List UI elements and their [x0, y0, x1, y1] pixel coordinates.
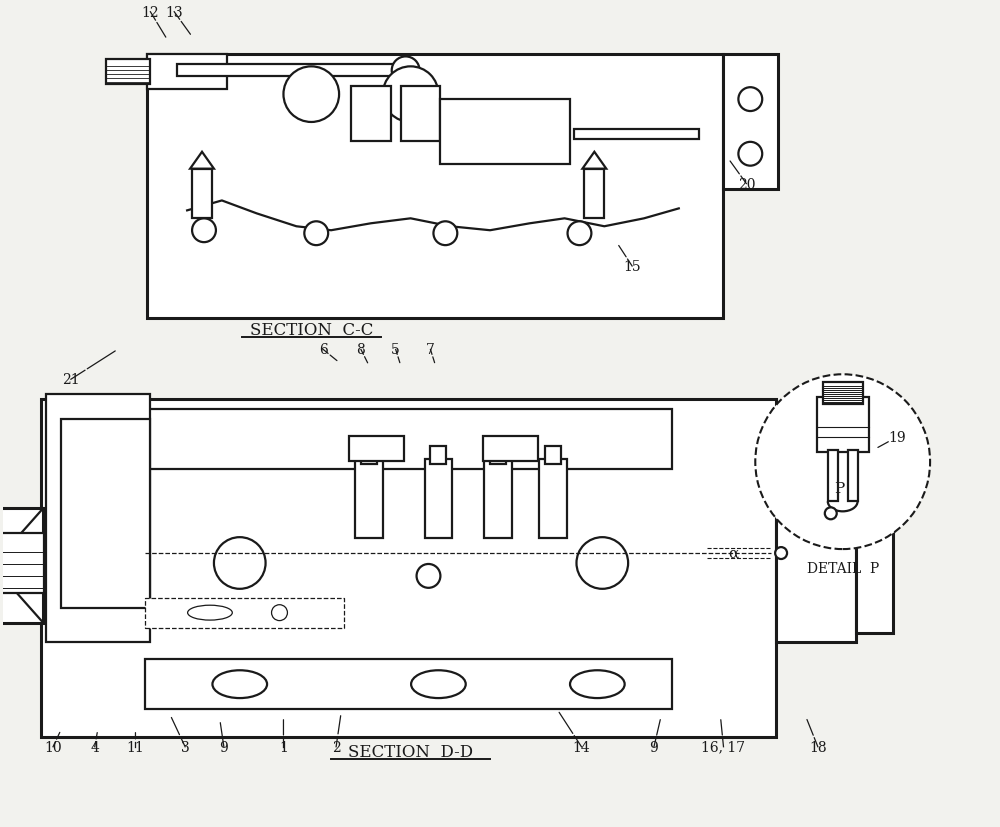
Text: 10: 10	[44, 740, 62, 754]
Ellipse shape	[212, 671, 267, 698]
Text: 12: 12	[142, 6, 159, 20]
Text: 18: 18	[809, 740, 827, 754]
Bar	[817, 398, 869, 452]
Ellipse shape	[188, 605, 232, 620]
Polygon shape	[190, 152, 214, 170]
Text: 3: 3	[181, 740, 190, 754]
Text: DETAIL  P: DETAIL P	[807, 562, 879, 576]
Bar	[46, 394, 150, 643]
Bar	[490, 447, 506, 464]
Bar	[355, 459, 383, 538]
Bar	[145, 409, 672, 469]
Bar	[848, 450, 858, 502]
Bar	[856, 509, 893, 633]
Polygon shape	[582, 152, 606, 170]
Text: 5: 5	[391, 343, 400, 357]
Bar	[483, 437, 538, 461]
Text: 15: 15	[623, 260, 641, 274]
Bar	[0, 509, 43, 623]
Bar	[401, 87, 440, 141]
Text: 21: 21	[62, 373, 80, 387]
Ellipse shape	[570, 671, 625, 698]
Text: 7: 7	[426, 343, 435, 357]
Text: 16, 17: 16, 17	[701, 740, 746, 754]
Circle shape	[738, 143, 762, 166]
Circle shape	[383, 67, 438, 123]
Bar	[776, 499, 856, 643]
Bar	[61, 419, 150, 608]
Text: P: P	[834, 482, 844, 496]
Circle shape	[417, 564, 440, 588]
Text: 8: 8	[357, 343, 365, 357]
Text: 1: 1	[279, 740, 288, 754]
Bar	[723, 55, 778, 189]
Bar	[545, 447, 561, 464]
Bar	[574, 130, 699, 140]
Text: 14: 14	[573, 740, 590, 754]
Text: 4: 4	[90, 740, 99, 754]
Circle shape	[825, 508, 837, 519]
Circle shape	[568, 222, 591, 246]
Bar	[823, 383, 863, 404]
Bar	[484, 459, 512, 538]
Bar	[177, 65, 396, 77]
Bar	[41, 399, 776, 737]
Text: 2: 2	[332, 740, 340, 754]
Text: SECTION  C-C: SECTION C-C	[250, 321, 373, 338]
Bar	[584, 170, 604, 219]
Text: α: α	[728, 547, 739, 561]
Bar	[145, 598, 344, 628]
Bar	[430, 447, 446, 464]
Bar	[440, 100, 570, 165]
Bar	[351, 87, 391, 141]
Text: 20: 20	[738, 177, 755, 191]
Circle shape	[272, 605, 287, 621]
Text: 9: 9	[650, 740, 658, 754]
Text: SECTION  D-D: SECTION D-D	[348, 743, 473, 760]
Bar	[147, 55, 723, 318]
Circle shape	[392, 57, 420, 85]
Bar	[147, 55, 227, 90]
Circle shape	[192, 219, 216, 243]
Circle shape	[576, 538, 628, 589]
Bar	[425, 459, 452, 538]
Bar	[828, 450, 838, 502]
Bar	[349, 437, 404, 461]
Circle shape	[304, 222, 328, 246]
Bar	[539, 459, 567, 538]
Circle shape	[738, 88, 762, 112]
Text: 19: 19	[889, 430, 906, 444]
Circle shape	[283, 67, 339, 123]
Circle shape	[214, 538, 266, 589]
Text: 6: 6	[319, 343, 328, 357]
Circle shape	[775, 547, 787, 559]
Bar	[106, 60, 150, 85]
Bar	[192, 170, 212, 219]
Circle shape	[755, 375, 930, 549]
Bar	[145, 660, 672, 709]
Bar	[361, 447, 377, 464]
Circle shape	[433, 222, 457, 246]
Text: 9: 9	[219, 740, 228, 754]
Ellipse shape	[411, 671, 466, 698]
Bar	[0, 533, 44, 593]
Text: 13: 13	[165, 6, 183, 20]
Text: 11: 11	[127, 740, 144, 754]
